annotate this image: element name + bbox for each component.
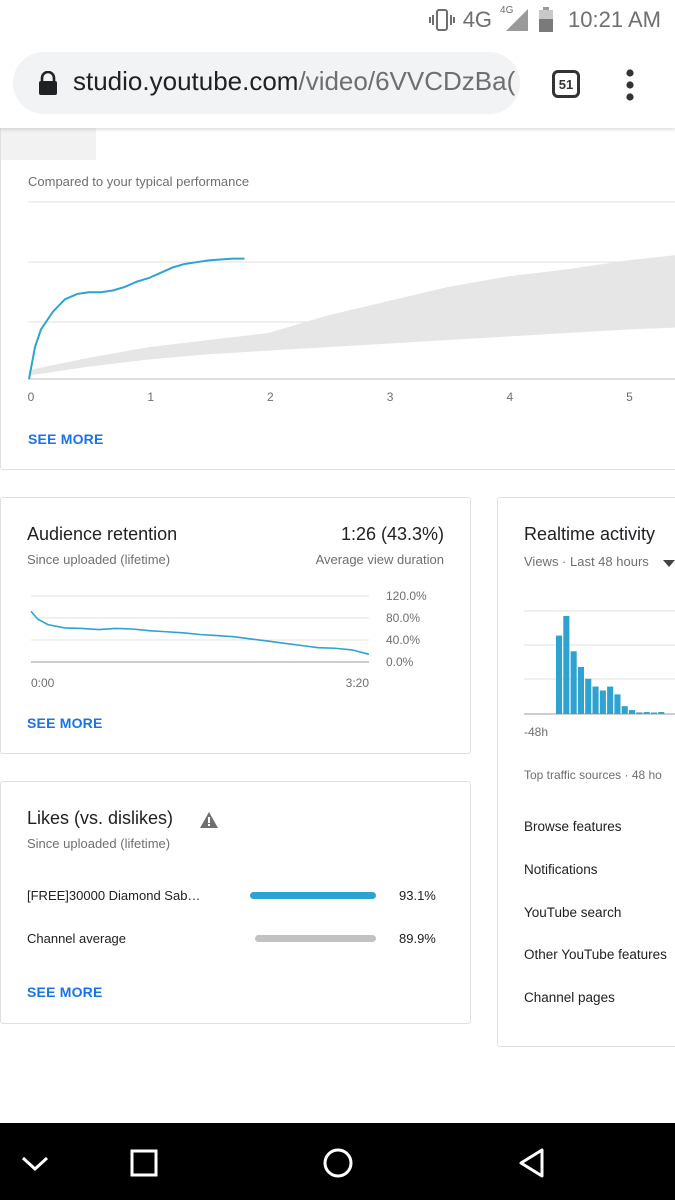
realtime-bar [658,712,665,714]
retention-subtitle: Since uploaded (lifetime) [27,552,171,567]
more-vert-icon[interactable] [618,68,642,102]
url-host: studio.youtube.com [73,66,299,96]
performance-chart: 0 1 2 3 4 5 [28,201,675,404]
channel-average-label: Channel average [27,931,127,946]
address-bar[interactable]: studio.youtube.com/video/6VVCDzBa( [13,52,520,114]
traffic-source-item: YouTube search [524,905,622,920]
status-bar: 4G 4G 10:21 AM [0,0,675,40]
performance-card: Compared to your typical performance 0 1 2… [0,110,675,470]
x-tick-label: 0:00 [31,676,55,690]
x-tick-label: 0 [28,390,35,404]
realtime-bar [621,706,628,714]
url-text: studio.youtube.com/video/6VVCDzBa( [73,66,515,97]
network-type-small: 4G [500,5,514,16]
tab-count: 51 [558,76,574,92]
url-path: /video/6VVCDzBa( [298,66,516,96]
y-tick-label: 120.0% [386,589,427,603]
realtime-subtitle[interactable]: Views · Last 48 hours [524,554,649,569]
likes-title: Likes (vs. dislikes) [27,808,174,828]
retention-chart: 120.0% 80.0% 40.0% 0.0% 0:00 3:20 [30,589,427,690]
realtime-bar [629,710,636,714]
likes-bar [250,892,376,899]
traffic-source-item: Notifications [524,862,598,877]
performance-tab[interactable] [1,128,96,160]
x-tick-label: 4 [506,390,513,404]
signal-icon: 4G [500,5,530,33]
realtime-bar [607,686,614,714]
audience-retention-card: Audience retention Since uploaded (lifet… [0,497,471,754]
status-icons: 4G 4G 10:21 AM [428,5,661,34]
typical-performance-band [29,255,675,376]
realtime-bar [592,686,599,714]
home-icon[interactable] [318,1143,358,1183]
browser-toolbar: studio.youtube.com/video/6VVCDzBa( 51 [0,40,675,128]
likes-see-more-link[interactable]: SEE MORE [27,984,103,1000]
channel-average-percent: 89.9% [399,931,436,946]
x-tick-label: 5 [626,390,633,404]
retention-title: Audience retention [27,524,178,544]
realtime-bar [563,616,570,714]
lock-icon [39,71,57,95]
system-navigation-bar [0,1123,675,1200]
realtime-bar [556,635,563,714]
realtime-x-start: -48h [524,725,549,739]
traffic-source-item: Channel pages [524,990,615,1005]
realtime-bar [599,690,606,714]
x-tick-label: 1 [147,390,154,404]
performance-subtitle: Compared to your typical performance [28,174,250,189]
tab-switcher-button[interactable]: 51 [552,70,580,98]
realtime-title: Realtime activity [524,524,656,544]
battery-icon [539,7,554,32]
likes-row-percent: 93.1% [399,888,436,903]
realtime-bar [650,712,657,714]
vibrate-icon [428,9,455,31]
realtime-bar [643,712,650,714]
dropdown-arrow-icon[interactable] [663,560,675,568]
traffic-source-item: Other YouTube features [524,947,667,962]
realtime-activity-card: Realtime activity Views · Last 48 hours … [497,497,675,1047]
realtime-bar [614,694,621,714]
realtime-bar [636,712,643,714]
realtime-bar [577,666,584,714]
likes-subtitle: Since uploaded (lifetime) [27,836,171,851]
traffic-source-item: Browse features [524,819,622,834]
back-icon[interactable] [512,1143,552,1183]
x-tick-label: 2 [267,390,274,404]
y-tick-label: 80.0% [386,611,420,625]
realtime-bar [585,678,592,714]
traffic-sources-title: Top traffic sources · 48 ho [524,768,662,782]
x-tick-label: 3 [387,390,394,404]
retention-value-caption: Average view duration [315,552,444,567]
likes-row-label: [FREE]30000 Diamond Sab… [27,888,201,903]
realtime-bar [570,651,577,714]
y-tick-label: 0.0% [386,655,414,669]
channel-average-bar [254,935,376,942]
retention-value: 1:26 (43.3%) [340,524,444,544]
retention-see-more-link[interactable]: SEE MORE [27,715,103,731]
clock: 10:21 AM [568,7,661,32]
views-line [28,257,245,380]
recents-icon[interactable] [124,1143,164,1183]
retention-line [30,610,370,656]
network-type: 4G [462,7,493,32]
chevron-down-icon[interactable] [15,1143,55,1183]
warning-icon[interactable] [200,812,218,828]
x-tick-label: 3:20 [346,676,370,690]
likes-card: Likes (vs. dislikes) Since uploaded (lif… [0,781,471,1024]
y-tick-label: 40.0% [386,633,420,647]
realtime-chart [524,610,675,715]
performance-see-more-link[interactable]: SEE MORE [28,431,104,447]
